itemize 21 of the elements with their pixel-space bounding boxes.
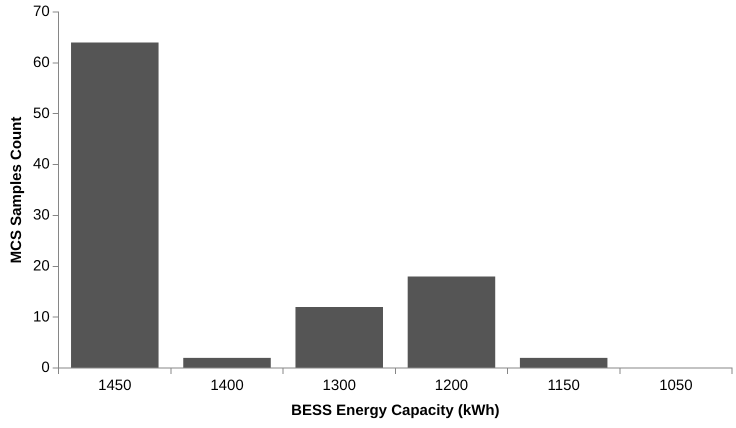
bar (295, 306, 383, 368)
bar (520, 358, 608, 368)
x-tick-label: 1150 (548, 377, 580, 394)
y-tick-label: 70 (32, 3, 50, 20)
y-tick-label: 30 (32, 206, 50, 224)
y-tick-label: 20 (32, 257, 50, 274)
y-tick-label: 40 (32, 156, 50, 173)
x-tick-label: 1400 (210, 377, 244, 394)
y-tick-label: 60 (32, 54, 50, 71)
bar (408, 276, 496, 368)
x-axis-title: BESS Energy Capacity (kWh) (291, 402, 500, 420)
bar (183, 358, 271, 368)
x-tick-label: 1450 (98, 377, 132, 394)
bar (71, 42, 159, 368)
y-tick-label: 0 (41, 359, 50, 376)
y-tick-label: 10 (32, 308, 50, 326)
x-tick-label: 1200 (434, 377, 468, 394)
x-tick-label: 1300 (322, 377, 356, 394)
y-axis-title: MCS Samples Count (8, 116, 26, 264)
y-tick-label: 50 (32, 104, 50, 122)
x-tick-label: 1050 (659, 377, 693, 394)
